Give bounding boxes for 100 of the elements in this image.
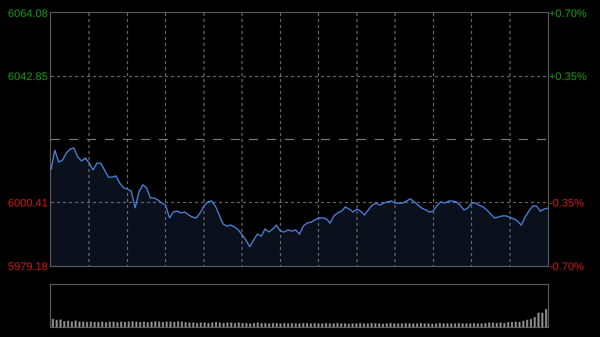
bar xyxy=(214,322,218,327)
bar xyxy=(166,322,168,327)
bar xyxy=(526,320,528,327)
bar xyxy=(366,323,369,327)
bar xyxy=(370,323,373,327)
bar xyxy=(328,323,331,327)
bar xyxy=(252,323,256,327)
bar xyxy=(192,322,194,327)
bar xyxy=(537,312,540,327)
y2-tick-label: +0.70% xyxy=(549,8,587,20)
bar xyxy=(256,322,259,327)
y-tick-label: 6000.41 xyxy=(8,198,48,210)
bar xyxy=(70,322,73,327)
bar xyxy=(400,323,403,327)
bar xyxy=(260,323,263,327)
bar xyxy=(480,323,483,327)
bar xyxy=(321,323,324,327)
bar xyxy=(362,323,366,327)
bar xyxy=(294,323,297,327)
bar xyxy=(352,323,354,327)
bar xyxy=(234,323,236,327)
bar xyxy=(56,320,58,327)
bar xyxy=(496,323,498,327)
bar xyxy=(90,322,92,327)
bar xyxy=(177,321,180,327)
bar xyxy=(279,323,282,327)
bar xyxy=(472,323,476,327)
bar xyxy=(390,323,392,327)
bar xyxy=(207,323,210,327)
bar xyxy=(374,323,376,327)
bar xyxy=(196,323,198,327)
bar xyxy=(200,322,202,327)
bar xyxy=(116,322,118,327)
bar xyxy=(94,322,96,327)
bar xyxy=(218,322,221,327)
bar xyxy=(427,323,430,327)
bar xyxy=(476,323,479,327)
bar xyxy=(249,323,252,327)
bar xyxy=(222,323,225,327)
bar xyxy=(287,323,290,327)
bar xyxy=(112,322,115,327)
bar xyxy=(78,322,80,327)
bar xyxy=(431,324,434,327)
bar xyxy=(264,323,266,327)
bar xyxy=(180,322,183,327)
y2-tick-label: -0.35% xyxy=(549,198,584,210)
bar xyxy=(325,323,328,327)
bar xyxy=(378,323,380,327)
bar xyxy=(226,322,228,327)
bar xyxy=(238,322,240,327)
bar xyxy=(135,322,138,327)
bar xyxy=(283,323,286,327)
bar xyxy=(120,322,122,327)
y2-tick-label: -0.70% xyxy=(549,260,584,273)
bar xyxy=(52,318,54,327)
bar xyxy=(404,323,407,327)
bar xyxy=(408,323,411,327)
bar xyxy=(139,322,142,327)
y-tick-label: 6064.08 xyxy=(8,8,48,20)
bar xyxy=(424,323,426,327)
bar xyxy=(74,320,77,327)
bar xyxy=(530,318,532,327)
bar xyxy=(97,322,100,327)
bar xyxy=(416,323,418,327)
bar xyxy=(438,323,441,327)
bar xyxy=(450,323,452,327)
bar xyxy=(310,323,312,327)
bar xyxy=(510,322,513,327)
bar xyxy=(173,322,176,327)
bar xyxy=(488,322,490,327)
y-tick-label: 5979.18 xyxy=(8,260,48,273)
bar xyxy=(82,322,84,327)
bar xyxy=(332,323,335,327)
bar xyxy=(314,323,316,327)
bar xyxy=(469,323,472,327)
bar xyxy=(500,322,502,327)
bar xyxy=(412,323,414,327)
bar xyxy=(184,322,187,327)
bar xyxy=(393,323,396,327)
bar xyxy=(507,322,510,327)
bar xyxy=(514,322,517,327)
bar xyxy=(211,322,214,327)
bar xyxy=(128,322,130,327)
bar xyxy=(169,322,172,327)
bar xyxy=(150,322,153,327)
bar xyxy=(462,323,464,327)
bar xyxy=(67,320,70,327)
bar xyxy=(268,323,270,327)
bar xyxy=(230,322,232,327)
bar xyxy=(442,323,445,327)
bar xyxy=(188,322,191,327)
bar xyxy=(518,322,521,327)
bar xyxy=(359,323,362,327)
bar xyxy=(465,323,468,327)
bar xyxy=(336,323,338,327)
bar xyxy=(146,322,149,327)
bar xyxy=(458,323,460,327)
bar xyxy=(541,312,544,327)
bar xyxy=(242,323,244,327)
bar xyxy=(420,323,422,327)
